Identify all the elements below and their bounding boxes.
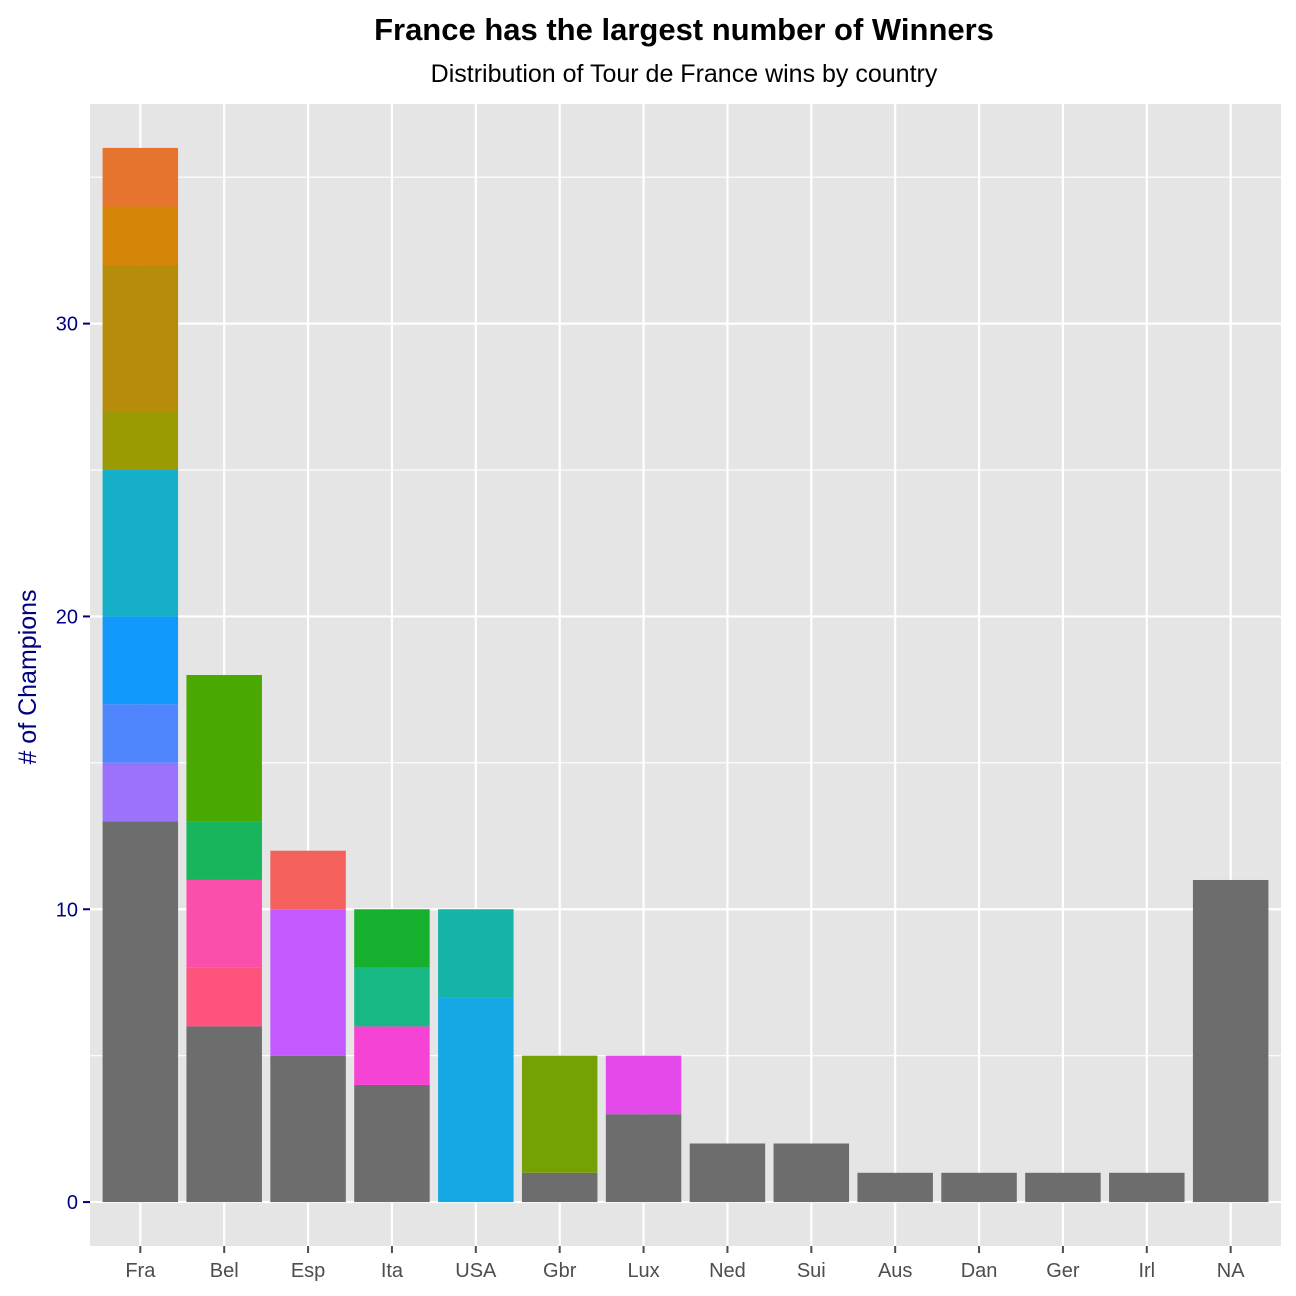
- bar-segment: [186, 1026, 262, 1203]
- x-tick-label: Dan: [961, 1260, 998, 1282]
- bar-segment: [605, 1114, 682, 1203]
- bar-segment: [354, 1084, 430, 1203]
- bar-segment: [270, 909, 346, 1056]
- bar-segment: [1025, 1172, 1101, 1203]
- y-tick-label: 30: [56, 314, 78, 336]
- y-tick-label: 20: [56, 606, 78, 628]
- bar-segment: [605, 1055, 682, 1115]
- x-tick-label: Ger: [1046, 1260, 1080, 1282]
- plot-panel: [90, 104, 1281, 1246]
- bar-segment: [941, 1172, 1017, 1203]
- bar-segment: [102, 147, 179, 207]
- bar-segment: [102, 411, 179, 471]
- x-tick-label: Ned: [709, 1260, 746, 1282]
- bar-segment: [270, 1055, 346, 1203]
- bar-segment: [1109, 1172, 1185, 1203]
- bar-segment: [186, 821, 262, 880]
- x-tick-label: Bel: [210, 1260, 239, 1282]
- bar-segment: [689, 1143, 766, 1203]
- x-tick-label: Irl: [1138, 1260, 1155, 1282]
- chart-subtitle: Distribution of Tour de France wins by c…: [431, 60, 938, 88]
- bar-segment: [438, 997, 514, 1203]
- bar-segment: [521, 1055, 598, 1173]
- plot-area: 0 10 20 30 Fra Bel Esp Ita USA Gbr Lux Ned Sui Aus Dan…: [56, 104, 1281, 1282]
- y-tick-label: 10: [56, 899, 78, 921]
- bar-segment: [1192, 879, 1269, 1203]
- x-tick-label: Ita: [381, 1260, 404, 1282]
- bar-segment: [857, 1172, 933, 1203]
- x-tick-label: Sui: [797, 1260, 826, 1282]
- x-tick-label: Gbr: [543, 1260, 577, 1282]
- x-tick-label: Fra: [125, 1260, 156, 1282]
- x-tick-label: Esp: [291, 1260, 325, 1282]
- y-tick-label: 0: [67, 1192, 78, 1214]
- x-tick-label: Aus: [878, 1260, 912, 1282]
- bar-segment: [521, 1172, 598, 1203]
- bar-segment: [102, 821, 179, 1203]
- bar-segment: [102, 704, 179, 763]
- bar-segment: [354, 967, 430, 1027]
- bar-segment: [102, 616, 179, 705]
- bar-segment: [186, 675, 262, 822]
- bar-segment: [773, 1143, 850, 1203]
- bar-segment: [186, 879, 262, 968]
- bar-segment: [102, 470, 179, 617]
- x-tick-label: NA: [1217, 1260, 1245, 1282]
- bar-segment: [102, 762, 179, 822]
- bar-segment: [354, 1026, 430, 1085]
- chart-title: France has the largest number of Winners: [374, 12, 994, 47]
- x-tick-label: USA: [455, 1260, 497, 1282]
- bar-segment: [102, 206, 179, 266]
- x-tick-label: Lux: [627, 1260, 659, 1282]
- bar-segment: [438, 909, 514, 998]
- y-axis-label: # of Champions: [14, 589, 42, 764]
- bar-segment: [186, 967, 262, 1027]
- bar-segment: [270, 850, 346, 910]
- bar-segment: [102, 265, 179, 412]
- bar-segment: [354, 909, 430, 968]
